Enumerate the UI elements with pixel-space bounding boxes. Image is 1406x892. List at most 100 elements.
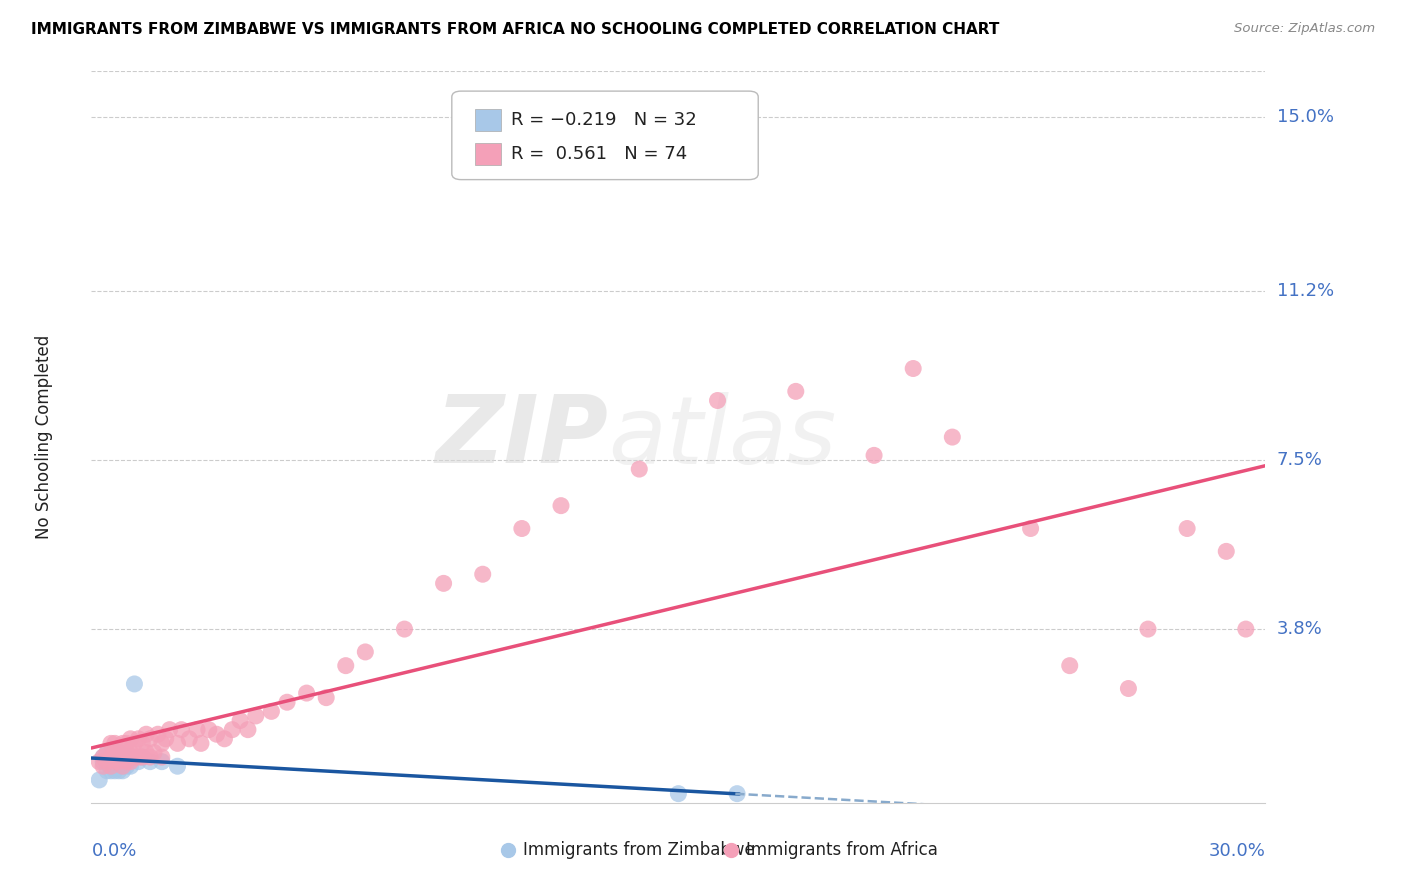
Point	[135, 727, 157, 741]
Point	[111, 750, 134, 764]
Point	[139, 750, 162, 764]
Point	[100, 750, 122, 764]
Point	[91, 755, 114, 769]
Text: R = −0.219   N = 32: R = −0.219 N = 32	[510, 112, 696, 129]
Point	[100, 764, 122, 778]
Point	[100, 746, 122, 760]
Point	[91, 759, 114, 773]
Point	[107, 746, 129, 760]
Point	[135, 746, 157, 760]
Text: IMMIGRANTS FROM ZIMBABWE VS IMMIGRANTS FROM AFRICA NO SCHOOLING COMPLETED CORREL: IMMIGRANTS FROM ZIMBABWE VS IMMIGRANTS F…	[31, 22, 1000, 37]
Point	[104, 755, 127, 769]
Point	[89, 772, 111, 787]
Point	[127, 750, 149, 764]
Point	[432, 576, 454, 591]
Point	[124, 750, 146, 764]
Point	[120, 750, 142, 764]
Point	[111, 736, 134, 750]
Point	[96, 755, 118, 769]
Point	[91, 750, 114, 764]
Point	[190, 736, 212, 750]
Point	[335, 658, 357, 673]
Point	[229, 714, 252, 728]
Point	[120, 746, 142, 760]
Point	[260, 705, 283, 719]
Point	[120, 759, 142, 773]
Point	[120, 755, 142, 769]
Point	[127, 755, 149, 769]
Point	[471, 567, 494, 582]
Text: ZIP: ZIP	[434, 391, 607, 483]
Point	[394, 622, 416, 636]
Point	[104, 736, 127, 750]
Point	[1059, 658, 1081, 673]
Point	[666, 787, 689, 801]
Point	[124, 736, 146, 750]
Point	[143, 746, 166, 760]
Text: Source: ZipAtlas.com: Source: ZipAtlas.com	[1234, 22, 1375, 36]
Point	[120, 731, 142, 746]
Text: 3.8%: 3.8%	[1277, 620, 1322, 638]
Point	[276, 695, 298, 709]
Point	[127, 731, 149, 746]
Point	[115, 746, 138, 760]
Point	[131, 736, 153, 750]
Point	[111, 750, 134, 764]
FancyBboxPatch shape	[451, 91, 758, 179]
Point	[1215, 544, 1237, 558]
Point	[104, 746, 127, 760]
Point	[111, 759, 134, 773]
Text: 0.0%: 0.0%	[91, 842, 136, 860]
Point	[941, 430, 963, 444]
Text: 7.5%: 7.5%	[1277, 451, 1323, 469]
Point	[166, 736, 188, 750]
Point	[100, 736, 122, 750]
Point	[96, 746, 118, 760]
Point	[115, 736, 138, 750]
Point	[863, 449, 886, 463]
Point	[107, 759, 129, 773]
Point	[315, 690, 337, 705]
Point	[295, 686, 318, 700]
Text: 11.2%: 11.2%	[1277, 282, 1334, 300]
Point	[150, 755, 173, 769]
Point	[245, 709, 267, 723]
Point	[91, 750, 114, 764]
Point	[146, 727, 169, 741]
Point	[104, 750, 127, 764]
Point	[155, 731, 177, 746]
Point	[170, 723, 193, 737]
Point	[124, 677, 146, 691]
Point	[150, 736, 173, 750]
Text: 30.0%: 30.0%	[1209, 842, 1265, 860]
Point	[107, 764, 129, 778]
Point	[1234, 622, 1257, 636]
FancyBboxPatch shape	[475, 110, 501, 131]
Point	[901, 361, 924, 376]
Point	[550, 499, 572, 513]
Point	[166, 759, 188, 773]
FancyBboxPatch shape	[475, 143, 501, 165]
Point	[510, 521, 533, 535]
Point	[354, 645, 377, 659]
Point	[131, 750, 153, 764]
Point	[107, 746, 129, 760]
Point	[111, 755, 134, 769]
Point	[89, 755, 111, 769]
Point	[115, 755, 138, 769]
Point	[107, 755, 129, 769]
Point	[111, 764, 134, 778]
Text: No Schooling Completed: No Schooling Completed	[35, 335, 53, 539]
Point	[115, 759, 138, 773]
Point	[205, 727, 228, 741]
Point	[706, 393, 728, 408]
Point	[1019, 521, 1042, 535]
Point	[100, 755, 122, 769]
Point	[115, 750, 138, 764]
Point	[236, 723, 259, 737]
Point	[150, 750, 173, 764]
Point	[214, 731, 236, 746]
Point	[159, 723, 181, 737]
Point	[1118, 681, 1140, 696]
Text: 15.0%: 15.0%	[1277, 108, 1333, 126]
